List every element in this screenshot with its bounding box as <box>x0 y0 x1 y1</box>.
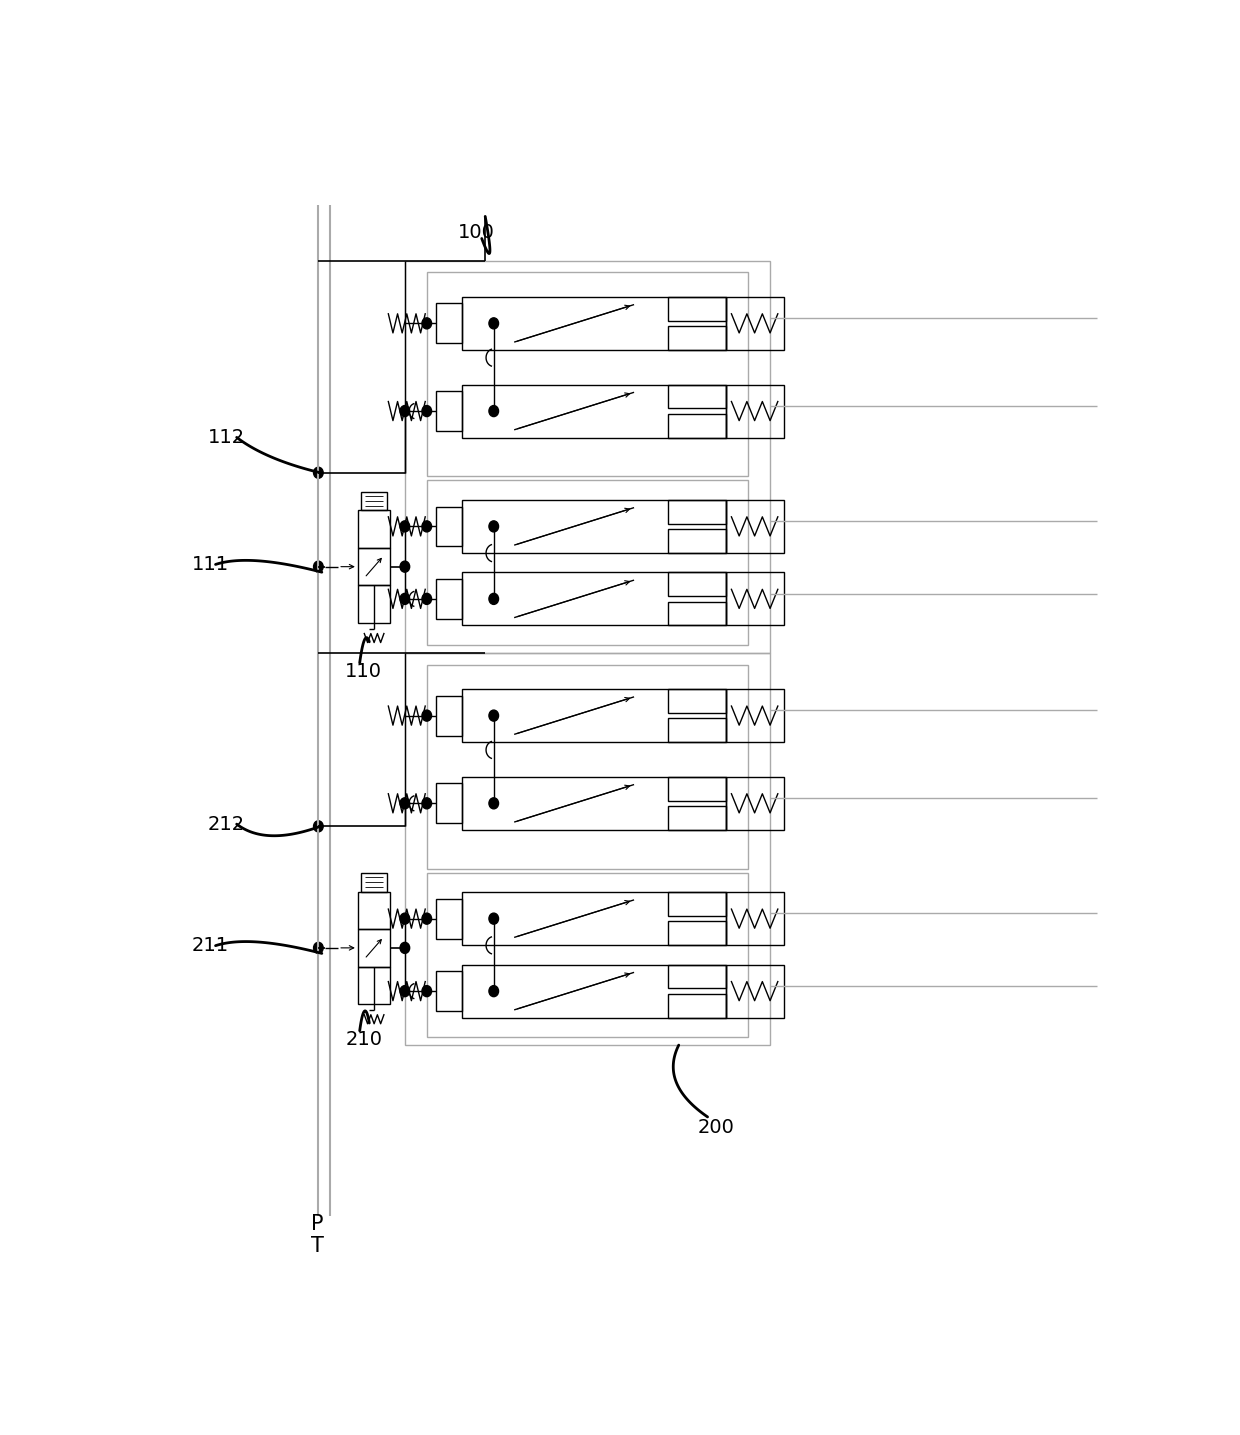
Bar <box>463 385 725 438</box>
Bar <box>725 297 784 350</box>
Circle shape <box>422 798 432 809</box>
Bar <box>725 573 784 626</box>
Bar <box>361 492 387 511</box>
Circle shape <box>422 406 432 416</box>
Text: 111: 111 <box>191 555 228 574</box>
Bar <box>667 573 725 596</box>
Circle shape <box>422 710 432 722</box>
Bar <box>463 776 725 829</box>
Text: P: P <box>311 1214 324 1234</box>
Bar <box>358 548 391 585</box>
Bar <box>463 573 725 626</box>
Circle shape <box>401 593 409 604</box>
Circle shape <box>401 561 409 573</box>
Bar <box>725 964 784 1017</box>
Bar <box>725 776 784 829</box>
Bar <box>725 893 784 946</box>
Bar <box>358 928 391 967</box>
Circle shape <box>489 406 498 416</box>
Bar <box>427 481 748 644</box>
Bar <box>435 392 463 430</box>
Bar <box>667 385 725 409</box>
Circle shape <box>489 710 498 722</box>
Bar <box>358 967 391 1004</box>
Circle shape <box>422 913 432 924</box>
Bar <box>435 507 463 547</box>
Text: 112: 112 <box>208 428 246 446</box>
Bar <box>435 578 463 618</box>
Bar <box>725 689 784 742</box>
Bar <box>404 261 770 653</box>
Bar <box>358 585 391 623</box>
Text: 200: 200 <box>698 1118 735 1138</box>
Bar <box>667 776 725 801</box>
Text: T: T <box>311 1236 324 1256</box>
Text: 210: 210 <box>345 1030 382 1049</box>
Bar <box>463 689 725 742</box>
Bar <box>667 413 725 438</box>
Circle shape <box>314 943 324 953</box>
Bar <box>667 601 725 626</box>
Bar <box>667 530 725 552</box>
Bar <box>667 689 725 713</box>
Bar <box>667 297 725 320</box>
Circle shape <box>422 521 432 532</box>
Circle shape <box>422 986 432 997</box>
Bar <box>427 273 748 476</box>
Bar <box>667 964 725 989</box>
Circle shape <box>489 521 498 532</box>
Circle shape <box>401 943 409 953</box>
Bar <box>435 696 463 736</box>
Circle shape <box>401 406 409 416</box>
Circle shape <box>489 913 498 924</box>
Circle shape <box>401 986 409 997</box>
Circle shape <box>489 798 498 809</box>
Bar <box>463 893 725 946</box>
Circle shape <box>401 913 409 924</box>
Text: 110: 110 <box>345 662 382 682</box>
Bar <box>667 806 725 829</box>
Bar <box>358 891 391 928</box>
Bar <box>435 898 463 938</box>
Circle shape <box>401 798 409 809</box>
Bar <box>358 511 391 548</box>
Bar <box>667 893 725 916</box>
Bar <box>725 499 784 552</box>
Bar <box>725 385 784 438</box>
Circle shape <box>401 521 409 532</box>
Bar <box>404 653 770 1045</box>
Bar <box>463 297 725 350</box>
Bar <box>667 326 725 350</box>
Bar <box>667 719 725 742</box>
Circle shape <box>314 561 324 573</box>
Circle shape <box>314 468 324 478</box>
Bar <box>463 964 725 1017</box>
Bar <box>427 872 748 1038</box>
Bar <box>361 872 387 891</box>
Bar <box>435 303 463 343</box>
Bar <box>667 921 725 946</box>
Circle shape <box>489 593 498 604</box>
Bar <box>667 994 725 1017</box>
Bar <box>435 971 463 1012</box>
Circle shape <box>314 821 324 832</box>
Bar <box>463 499 725 552</box>
Bar <box>667 499 725 524</box>
Circle shape <box>422 317 432 329</box>
Bar <box>427 664 748 868</box>
Circle shape <box>489 317 498 329</box>
Text: 100: 100 <box>458 224 495 243</box>
Text: 211: 211 <box>191 936 228 956</box>
Bar <box>435 784 463 824</box>
Circle shape <box>422 593 432 604</box>
Text: 212: 212 <box>208 815 246 834</box>
Circle shape <box>489 986 498 997</box>
